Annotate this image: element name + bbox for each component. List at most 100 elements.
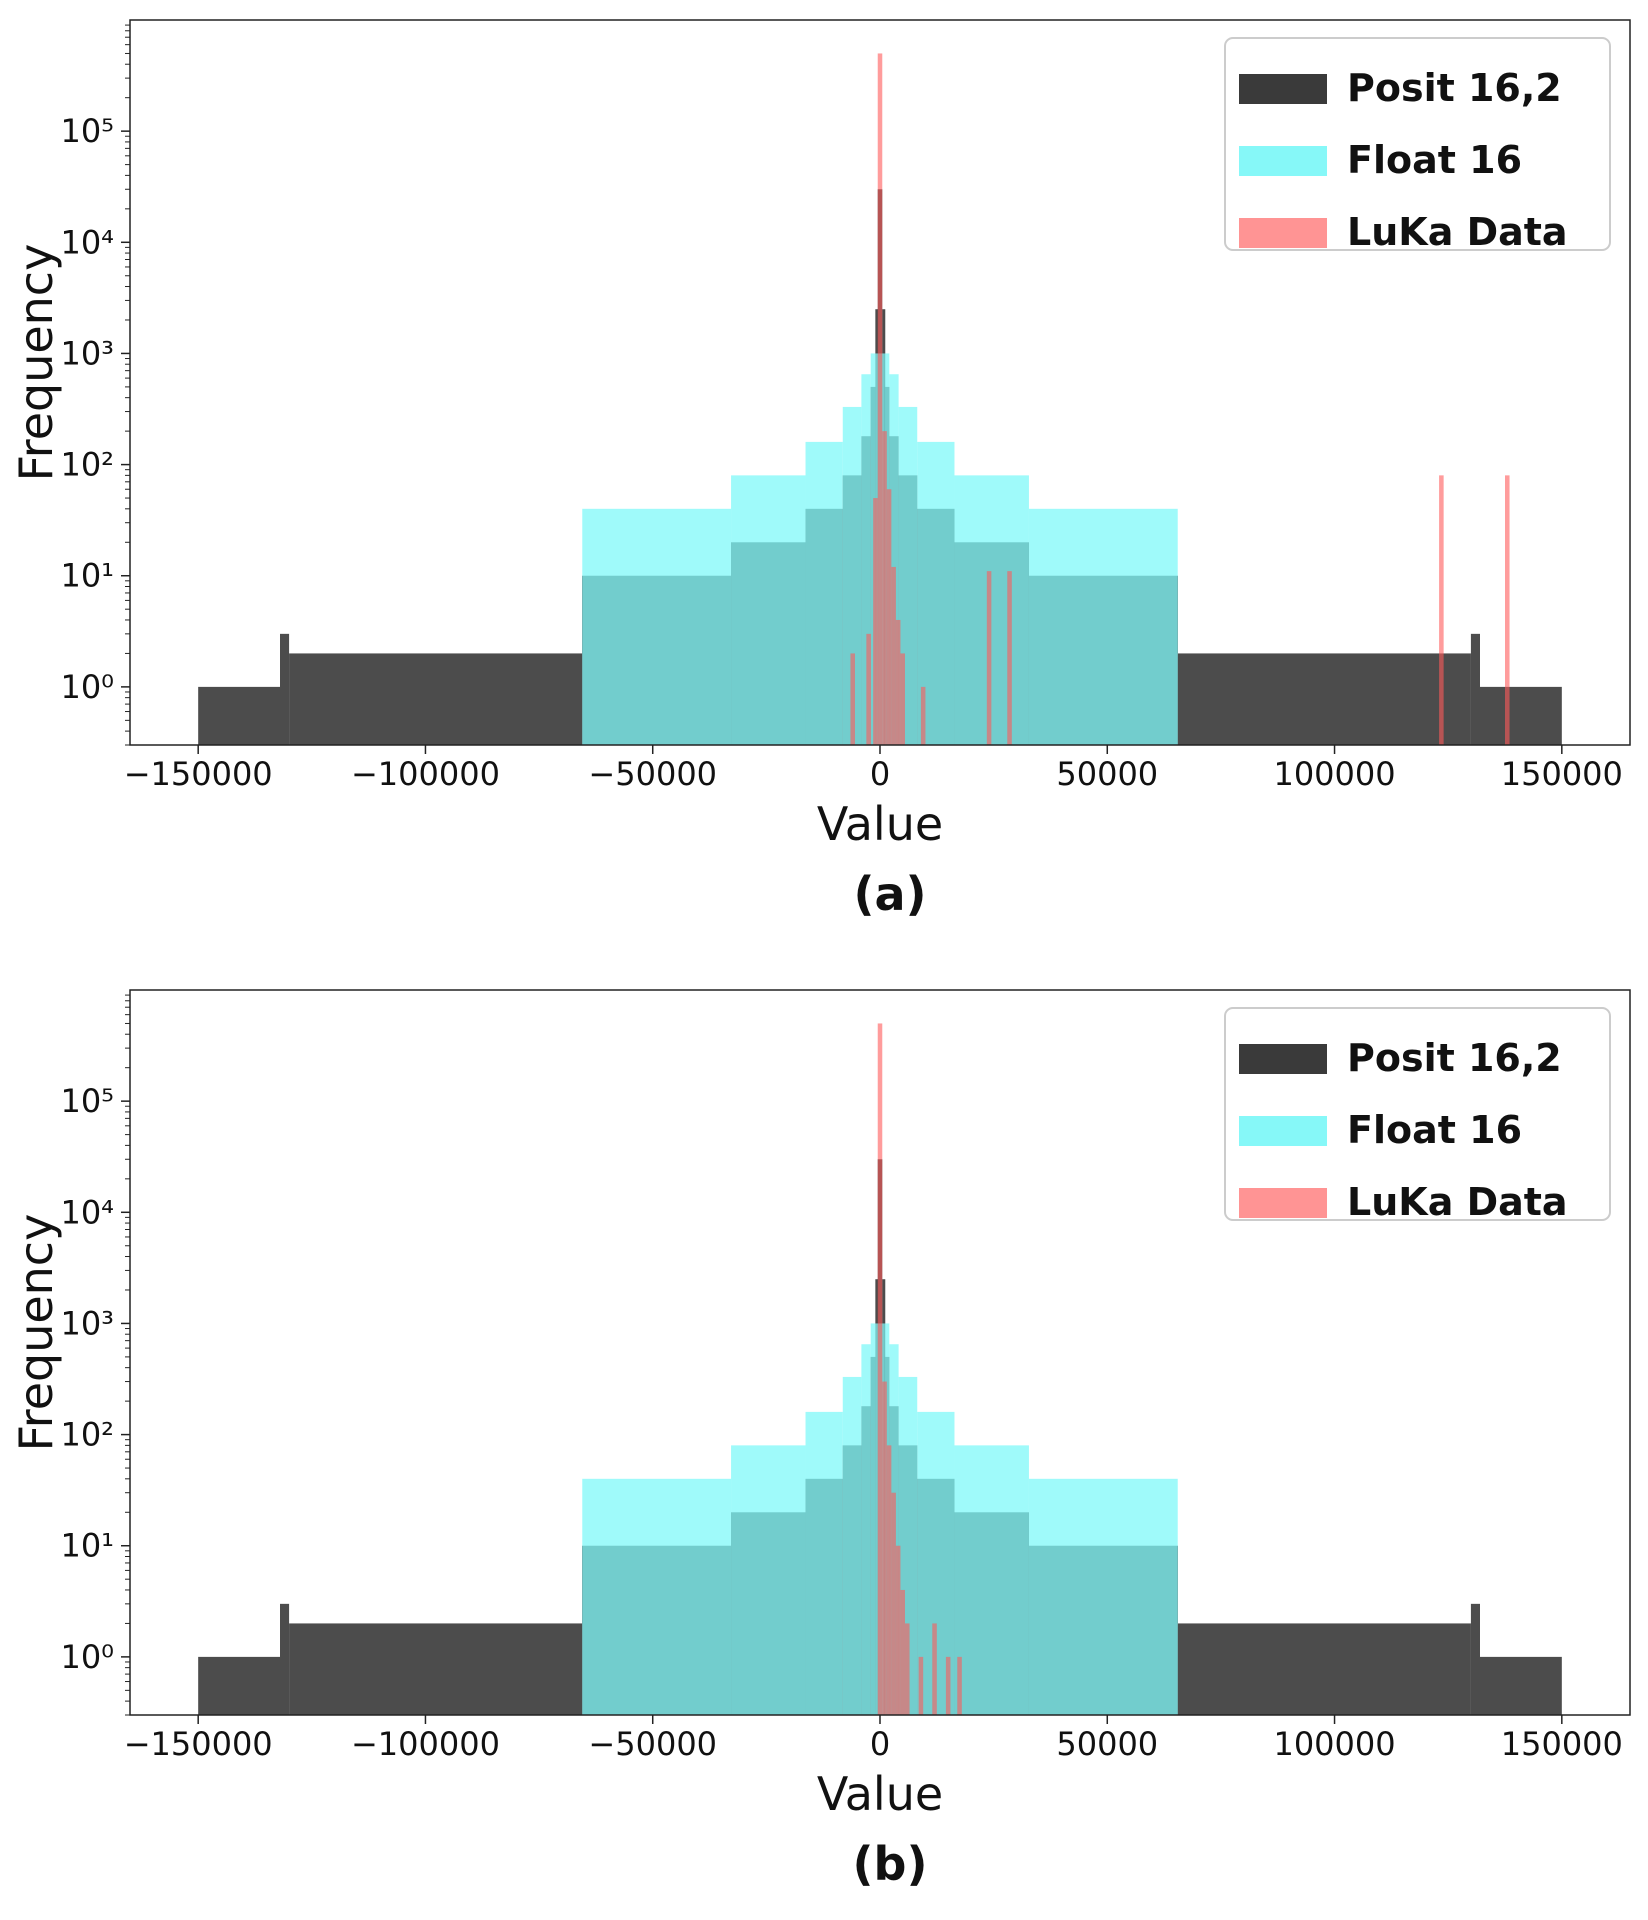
histogram-bar xyxy=(954,1445,1029,1715)
histogram-bar xyxy=(842,406,862,745)
histogram-bar xyxy=(1177,653,1471,745)
histogram-bar xyxy=(289,653,583,745)
histogram-bar xyxy=(1028,1478,1178,1715)
histogram-bar xyxy=(582,508,732,745)
histogram-bar xyxy=(932,1623,937,1715)
histogram-bar xyxy=(945,1656,951,1715)
histogram-bar xyxy=(731,1445,806,1715)
histogram-bar xyxy=(1439,475,1444,745)
histogram-bar xyxy=(1007,571,1012,745)
legend-swatch xyxy=(1239,218,1327,248)
panel-caption: (b) xyxy=(853,1837,928,1891)
y-tick-label: 10⁵ xyxy=(60,112,114,150)
axis-ticks: −150000 −100000 −50000 0 50000 100000 150000 10… xyxy=(60,994,1623,1763)
histogram-bar xyxy=(870,353,876,745)
histogram-bar xyxy=(889,374,899,745)
histogram-b-svg: −150000 −100000 −50000 0 50000 100000 150000 10… xyxy=(9,989,1631,1891)
histogram-bar xyxy=(918,1656,924,1715)
histogram-bar xyxy=(891,566,896,745)
histogram-bar xyxy=(920,686,926,745)
legend-swatch xyxy=(1239,1044,1327,1074)
x-tick-label: −50000 xyxy=(588,1725,717,1763)
x-axis-label: Value xyxy=(817,797,943,851)
histogram-bar xyxy=(954,475,1029,745)
legend-swatch xyxy=(1239,1188,1327,1218)
histogram-bar xyxy=(1480,1656,1562,1715)
plot-area xyxy=(198,1023,1562,1715)
histogram-bar xyxy=(582,1478,732,1715)
x-tick-label: 0 xyxy=(870,1725,890,1763)
histogram-a-svg: −150000 −100000 −50000 0 50000 100000 150000 10… xyxy=(9,19,1631,921)
x-tick-label: −50000 xyxy=(588,755,717,793)
x-tick-label: 50000 xyxy=(1056,1725,1158,1763)
legend-label: Posit 16,2 xyxy=(1347,1036,1562,1080)
series-luka-data xyxy=(850,53,1510,745)
y-tick-label: 10² xyxy=(60,1416,114,1454)
x-tick-label: 100000 xyxy=(1273,1725,1395,1763)
histogram-bar xyxy=(805,441,843,745)
x-tick-label: 100000 xyxy=(1273,755,1395,793)
y-tick-label: 10⁴ xyxy=(60,1193,114,1231)
y-tick-label: 10² xyxy=(60,446,114,484)
y-tick-label: 10⁰ xyxy=(60,1638,114,1676)
histogram-bar xyxy=(877,53,883,745)
histogram-bar xyxy=(1480,686,1562,745)
histogram-bar xyxy=(870,1323,876,1715)
y-tick-label: 10⁵ xyxy=(60,1082,114,1120)
plot-area xyxy=(198,53,1562,745)
histogram-bar xyxy=(882,431,887,745)
y-axis-label: Frequency xyxy=(9,244,63,482)
histogram-bar xyxy=(886,1445,892,1715)
histogram-bar xyxy=(1028,508,1178,745)
histogram-bar xyxy=(842,1376,862,1715)
histogram-bar xyxy=(866,633,871,745)
axis-ticks: −150000 −100000 −50000 0 50000 100000 150000 10… xyxy=(60,24,1623,793)
histogram-bar xyxy=(891,1492,896,1715)
y-axis-label: Frequency xyxy=(9,1214,63,1452)
histogram-bar xyxy=(731,475,806,745)
x-tick-label: 150000 xyxy=(1501,755,1623,793)
x-tick-label: 0 xyxy=(870,755,890,793)
histogram-bar xyxy=(886,489,892,745)
histogram-bar xyxy=(280,633,290,745)
legend-swatch xyxy=(1239,74,1327,104)
legend-swatch xyxy=(1239,1116,1327,1146)
histogram-bar xyxy=(877,1023,883,1715)
x-tick-label: −150000 xyxy=(124,755,273,793)
legend-label: LuKa Data xyxy=(1347,210,1568,254)
histogram-bar xyxy=(198,1656,280,1715)
histogram-bar xyxy=(1177,1623,1471,1715)
series-float-16 xyxy=(582,1323,1178,1715)
legend-label: Posit 16,2 xyxy=(1347,66,1562,110)
histogram-bar xyxy=(861,374,871,745)
y-tick-label: 10⁰ xyxy=(60,668,114,706)
y-tick-label: 10¹ xyxy=(60,1527,114,1565)
histogram-panel-a: −150000 −100000 −50000 0 50000 100000 150000 10… xyxy=(0,0,1648,950)
y-tick-label: 10⁴ xyxy=(60,223,114,261)
histogram-bar xyxy=(1470,1603,1480,1715)
histogram-bar xyxy=(198,686,280,745)
histogram-bar xyxy=(986,571,992,745)
histogram-bar xyxy=(895,1545,901,1715)
histogram-panel-b: −150000 −100000 −50000 0 50000 100000 150000 10… xyxy=(0,970,1648,1920)
histogram-bar xyxy=(905,1623,910,1715)
histogram-bar xyxy=(895,619,901,745)
histogram-bar xyxy=(805,1411,843,1715)
x-tick-label: −100000 xyxy=(351,1725,500,1763)
x-tick-label: 150000 xyxy=(1501,1725,1623,1763)
legend: Posit 16,2 Float 16 LuKa Data xyxy=(1224,1007,1611,1224)
legend-label: Float 16 xyxy=(1347,1108,1522,1152)
series-float-16 xyxy=(582,353,1178,745)
y-tick-label: 10³ xyxy=(60,1304,114,1342)
x-tick-label: 50000 xyxy=(1056,755,1158,793)
legend-label: LuKa Data xyxy=(1347,1180,1568,1224)
legend: Posit 16,2 Float 16 LuKa Data xyxy=(1224,37,1611,254)
histogram-bar xyxy=(900,653,905,745)
legend-swatch xyxy=(1239,146,1327,176)
legend-label: Float 16 xyxy=(1347,138,1522,182)
histogram-bar xyxy=(280,1603,290,1715)
histogram-bar xyxy=(873,498,878,745)
histogram-bar xyxy=(882,1381,887,1715)
panel-caption: (a) xyxy=(853,867,926,921)
histogram-bar xyxy=(861,1344,871,1715)
